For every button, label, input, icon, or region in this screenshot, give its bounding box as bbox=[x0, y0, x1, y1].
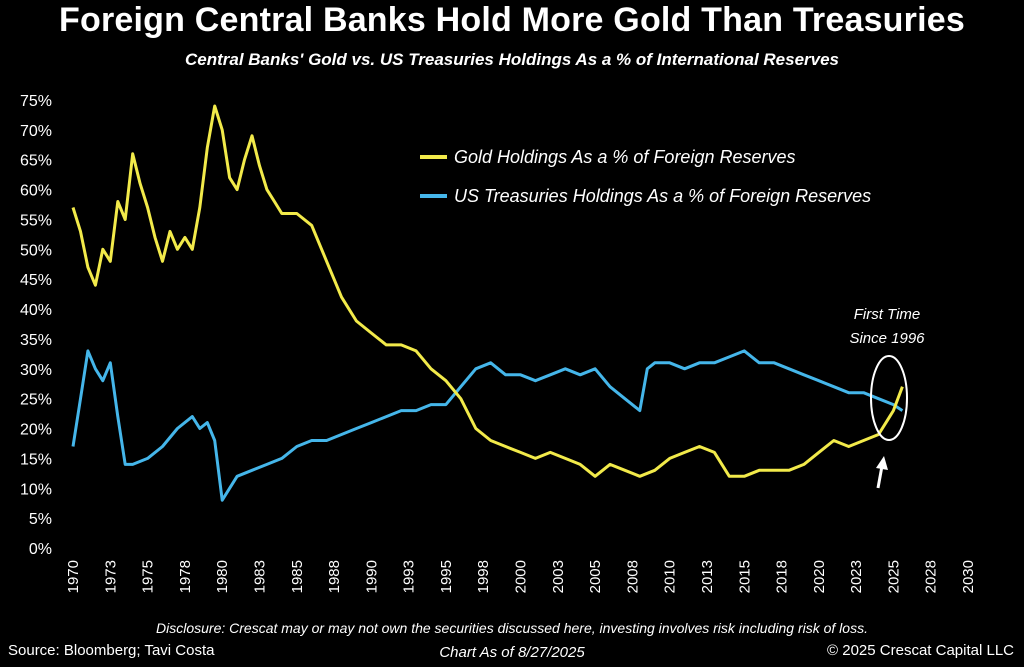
x-tick-label: 2023 bbox=[848, 560, 865, 593]
x-tick-label: 2018 bbox=[774, 560, 791, 593]
x-tick-label: 1985 bbox=[289, 560, 306, 593]
x-tick-label: 2013 bbox=[699, 560, 716, 593]
x-tick-label: 1998 bbox=[475, 560, 492, 593]
y-tick-label: 55% bbox=[20, 212, 52, 229]
annotation-line-2: Since 1996 bbox=[849, 330, 925, 347]
legend-label-gold: Gold Holdings As a % of Foreign Reserves bbox=[454, 147, 796, 167]
y-tick-label: 70% bbox=[20, 123, 52, 140]
y-tick-label: 25% bbox=[20, 392, 52, 409]
series-lines bbox=[71, 104, 904, 502]
x-tick-label: 1990 bbox=[363, 560, 380, 593]
y-tick-label: 45% bbox=[20, 272, 52, 289]
y-tick-label: 35% bbox=[20, 332, 52, 349]
x-tick-label: 1970 bbox=[65, 560, 82, 593]
x-tick-label: 2015 bbox=[736, 560, 753, 593]
treasuries-series-line bbox=[71, 349, 904, 502]
y-tick-label: 60% bbox=[20, 183, 52, 200]
x-tick-label: 2000 bbox=[513, 560, 530, 593]
legend-label-treasuries: US Treasuries Holdings As a % of Foreign… bbox=[454, 186, 871, 206]
x-tick-label: 1988 bbox=[326, 560, 343, 593]
y-tick-label: 0% bbox=[29, 541, 52, 558]
y-tick-label: 20% bbox=[20, 422, 52, 439]
legend: Gold Holdings As a % of Foreign Reserves… bbox=[420, 147, 871, 206]
x-tick-label: 2028 bbox=[923, 560, 940, 593]
x-tick-label: 1993 bbox=[401, 560, 418, 593]
x-tick-label: 2010 bbox=[662, 560, 679, 593]
x-axis: 1970 1973 1975 1978 1980 1983 1985 1988 1990 1993… bbox=[65, 560, 977, 593]
gold-series-line bbox=[71, 104, 904, 478]
chart-as-of-date: Chart As of 8/27/2025 bbox=[439, 644, 585, 661]
highlight-ellipse bbox=[870, 355, 908, 441]
first-time-annotation: First Time Since 1996 bbox=[849, 306, 925, 489]
y-tick-label: 15% bbox=[20, 451, 52, 468]
x-tick-label: 1975 bbox=[140, 560, 157, 593]
y-tick-label: 50% bbox=[20, 242, 52, 259]
x-tick-label: 1973 bbox=[102, 560, 119, 593]
x-tick-label: 2020 bbox=[811, 560, 828, 593]
disclosure-text: Disclosure: Crescat may or may not own t… bbox=[156, 620, 868, 636]
x-tick-label: 2005 bbox=[587, 560, 604, 593]
x-tick-label: 2030 bbox=[960, 560, 977, 593]
x-tick-label: 2025 bbox=[885, 560, 902, 593]
y-tick-label: 5% bbox=[29, 511, 52, 528]
y-tick-label: 65% bbox=[20, 153, 52, 170]
x-tick-label: 1995 bbox=[438, 560, 455, 593]
chart-title: Foreign Central Banks Hold More Gold Tha… bbox=[59, 1, 965, 39]
y-tick-label: 75% bbox=[20, 93, 52, 110]
x-tick-label: 2008 bbox=[624, 560, 641, 593]
y-tick-label: 30% bbox=[20, 362, 52, 379]
y-tick-label: 40% bbox=[20, 302, 52, 319]
annotation-line-1: First Time bbox=[854, 306, 921, 323]
y-axis: 0% 5% 10% 15% 20% 25% 30% 35% 40% 45% 50% 55% 60% 65%… bbox=[20, 93, 52, 558]
x-tick-label: 1980 bbox=[214, 560, 231, 593]
y-tick-label: 10% bbox=[20, 481, 52, 498]
copyright-text: © 2025 Crescat Capital LLC bbox=[827, 642, 1014, 659]
source-text: Source: Bloomberg; Tavi Costa bbox=[8, 642, 215, 659]
x-tick-label: 1978 bbox=[177, 560, 194, 593]
up-arrow-icon bbox=[876, 456, 888, 489]
chart-subtitle: Central Banks' Gold vs. US Treasuries Ho… bbox=[184, 50, 840, 69]
x-tick-label: 1983 bbox=[251, 560, 268, 593]
x-tick-label: 2003 bbox=[550, 560, 567, 593]
